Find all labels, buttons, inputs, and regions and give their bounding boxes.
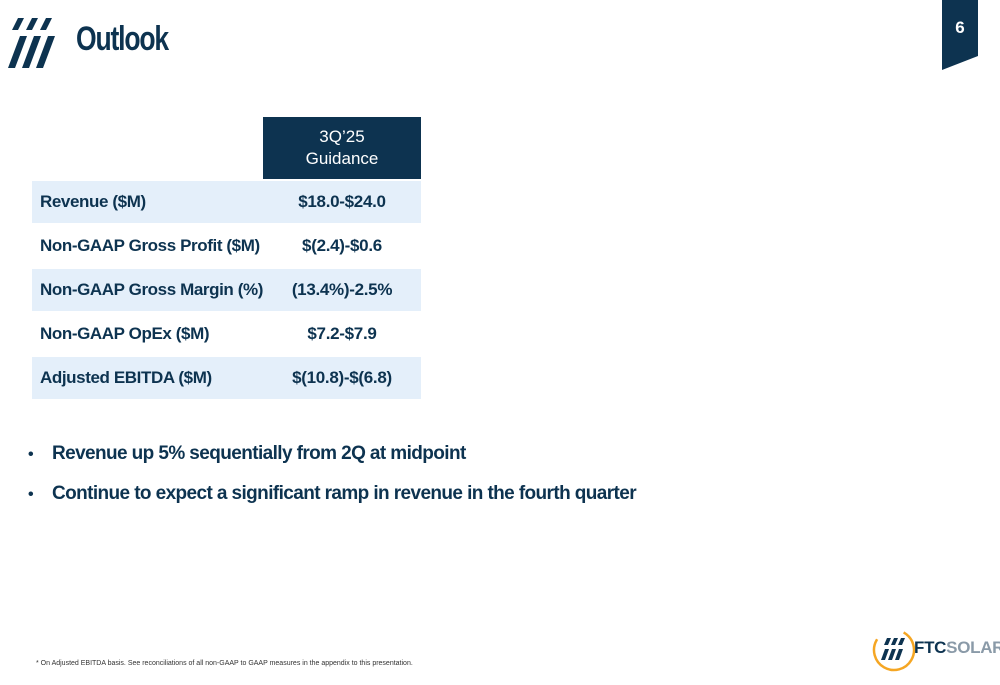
brand-name-light: SOLAR <box>946 638 1000 657</box>
bullet-text: Continue to expect a significant ramp in… <box>52 483 637 504</box>
table-row: Non-GAAP Gross Profit ($M) $(2.4)-$0.6 <box>32 225 421 267</box>
sun-ring-logo-icon <box>872 628 916 672</box>
guidance-table: 3Q’25 Guidance Revenue ($M) $18.0-$24.0 … <box>32 115 421 401</box>
row-label: Non-GAAP Gross Margin (%) <box>32 269 263 311</box>
row-value: $(2.4)-$0.6 <box>302 236 382 255</box>
column-header-period: 3Q’25 <box>319 127 365 146</box>
table-row: Adjusted EBITDA ($M) $(10.8)-$(6.8) <box>32 357 421 399</box>
row-label: Non-GAAP Gross Profit ($M) <box>40 236 260 255</box>
row-label: Adjusted EBITDA ($M) <box>32 357 263 399</box>
row-value: (13.4%)-2.5% <box>262 269 421 311</box>
bullet-item: • Continue to expect a significant ramp i… <box>28 480 637 520</box>
row-value: $7.2-$7.9 <box>307 324 377 343</box>
bullet-list: • Revenue up 5% sequentially from 2Q at m… <box>28 440 637 520</box>
table-header-row: 3Q’25 Guidance <box>32 117 421 179</box>
table-row: Revenue ($M) $18.0-$24.0 <box>32 181 421 223</box>
footnote: * On Adjusted EBITDA basis. See reconcil… <box>36 660 413 667</box>
brand-name: FTCSOLAR <box>914 638 1000 658</box>
bullet-text: Revenue up 5% sequentially from 2Q at mi… <box>52 443 466 464</box>
ftc-solar-logo: FTCSOLAR <box>870 626 1000 678</box>
bullet-item: • Revenue up 5% sequentially from 2Q at m… <box>28 440 636 480</box>
page-number: 6 <box>955 18 965 37</box>
table-column-header: 3Q’25 Guidance <box>262 117 421 179</box>
bullet-icon: • <box>28 446 34 463</box>
row-value: $18.0-$24.0 <box>262 181 421 223</box>
column-header-guidance: Guidance <box>305 149 379 168</box>
table-row: Non-GAAP OpEx ($M) $7.2-$7.9 <box>32 313 421 355</box>
brand-name-bold: FTC <box>914 638 947 657</box>
bullet-icon: • <box>28 486 34 503</box>
table-row: Non-GAAP Gross Margin (%) (13.4%)-2.5% <box>32 269 421 311</box>
triple-slash-logo-icon <box>8 18 55 68</box>
table-header-blank <box>32 117 263 179</box>
page-title: Outlook <box>76 20 169 58</box>
row-label: Revenue ($M) <box>32 181 263 223</box>
row-label: Non-GAAP OpEx ($M) <box>40 324 210 343</box>
row-value: $(10.8)-$(6.8) <box>262 357 421 399</box>
page-number-tab <box>942 0 978 70</box>
